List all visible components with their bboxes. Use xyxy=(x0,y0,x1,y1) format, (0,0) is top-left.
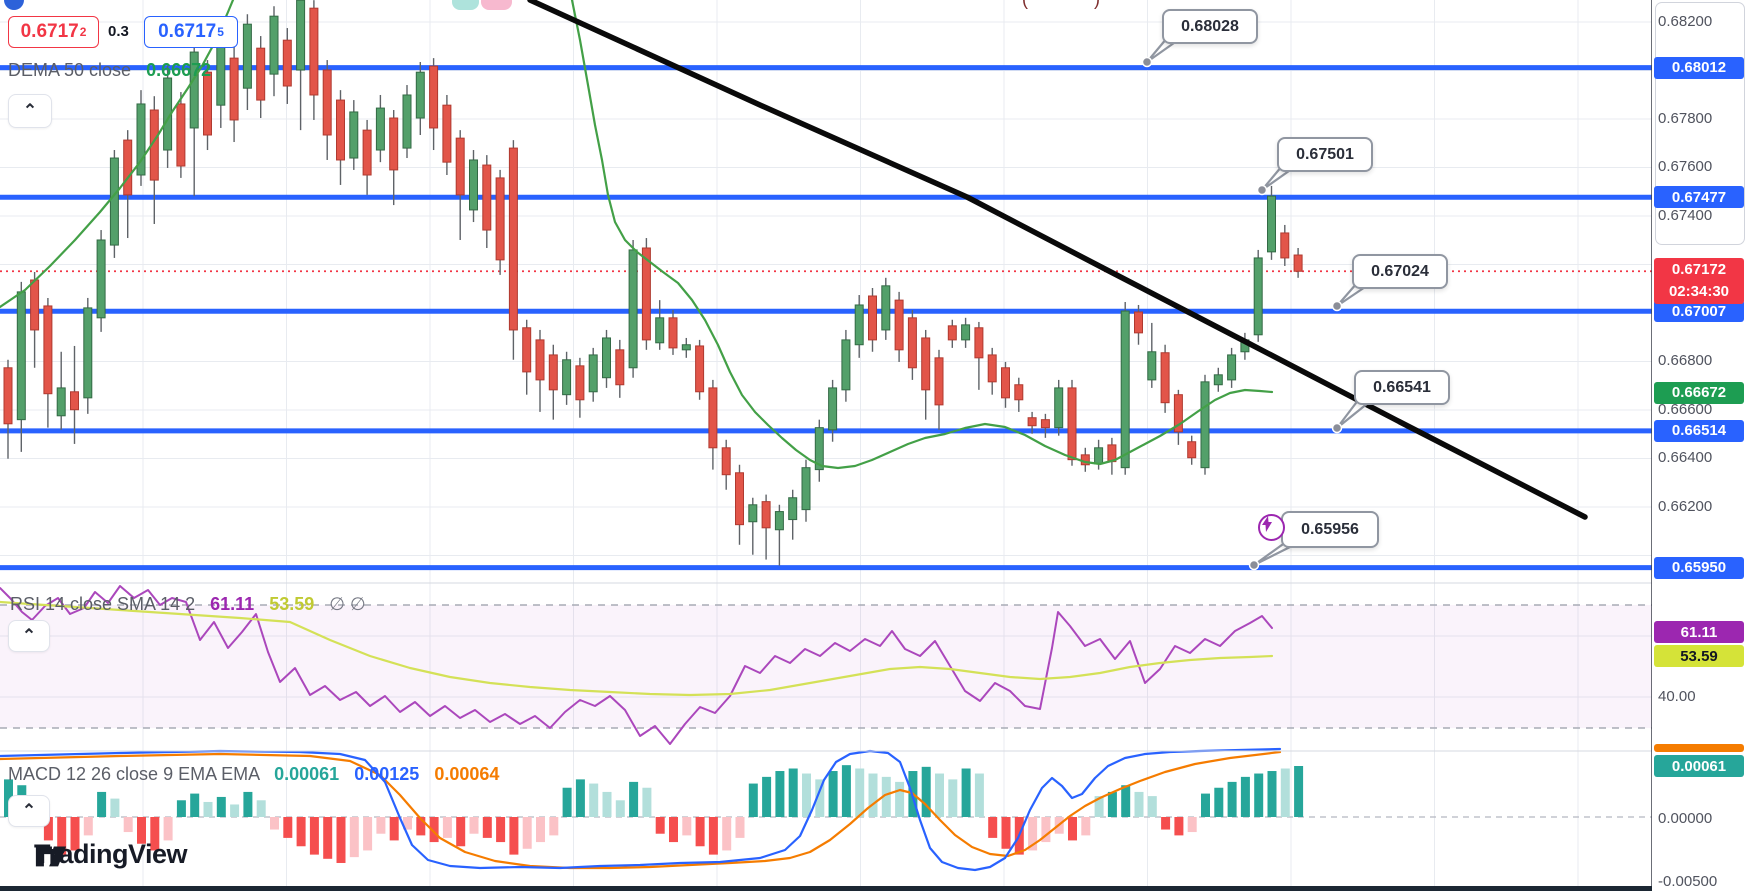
macd-axis-tick: 0.00000 xyxy=(1658,810,1713,827)
chevron-up-icon: ⌃ xyxy=(21,801,37,820)
rsi-legend-value: 61.11 xyxy=(210,594,255,614)
callout-anchor-dot xyxy=(1331,300,1343,312)
logo-blob-pink xyxy=(481,0,512,10)
callout-anchor-dot xyxy=(1141,56,1153,68)
rsi-sma-line xyxy=(0,600,1274,697)
buy-button[interactable]: 0.6717 5 xyxy=(144,16,238,48)
sell-price: 0.6717 xyxy=(20,21,79,42)
price-axis[interactable]: 0.68200 0.67800 0.67600 0.67400 0.66800 0.666… xyxy=(1652,0,1748,891)
macd-line-value: 0.00125 xyxy=(354,764,420,784)
macd-signal-value: 0.00064 xyxy=(434,764,500,784)
level-price-label[interactable]: 0.68012 xyxy=(1654,56,1744,79)
macd-axis-label: 0.00061 xyxy=(1654,755,1744,777)
price-axis-tick: 0.68200 xyxy=(1658,12,1713,30)
rsi-sma-legend-value: 53.59 xyxy=(269,594,315,614)
price-callout[interactable]: 0.67024 xyxy=(1352,254,1448,289)
tradingview-logo-icon xyxy=(35,846,67,867)
cut-title-fragment: ( xyxy=(1022,0,1028,10)
dema-legend-label: DEMA 50 close xyxy=(8,60,132,80)
rsi-axis-label: 61.11 xyxy=(1654,621,1744,643)
time-axis-edge xyxy=(0,886,1748,891)
rsi-legend[interactable]: RSI 14 close SMA 14 2 61.11 53.59 ∅ ∅ xyxy=(10,594,366,615)
candles xyxy=(3,0,1303,566)
axis-scale-box xyxy=(1655,2,1745,245)
macd-axis-tick: -0.00500 xyxy=(1658,873,1718,890)
dema-legend[interactable]: DEMA 50 close 0.66672 xyxy=(8,60,211,81)
macd-legend-label: MACD 12 26 close 9 EMA EMA xyxy=(8,764,260,784)
price-callout[interactable]: 0.68028 xyxy=(1162,9,1258,44)
lightning-icon[interactable] xyxy=(1257,513,1285,541)
rsi-empty-values: ∅ ∅ xyxy=(329,594,366,614)
collapse-macd-pane-button[interactable]: ⌃ xyxy=(8,795,50,827)
price-axis-tick: 0.66600 xyxy=(1658,400,1713,418)
callout-anchor-dot xyxy=(1256,184,1268,196)
callout-anchor-dot xyxy=(1248,559,1260,571)
price-callout[interactable]: 0.67501 xyxy=(1277,137,1373,172)
callout-anchor-dot xyxy=(1331,422,1343,434)
app-avatar-icon xyxy=(4,0,24,10)
lightning-bolt-glyph xyxy=(1261,515,1272,532)
macd-hist-value: 0.00061 xyxy=(274,764,340,784)
macd-signal-line xyxy=(0,750,1282,870)
price-axis-tick: 0.67400 xyxy=(1658,206,1713,224)
current-price-value: 0.67172 xyxy=(1671,261,1727,279)
spread-value: 0.3 xyxy=(108,23,129,40)
collapse-rsi-pane-button[interactable]: ⌃ xyxy=(8,620,50,652)
cut-title-fragment: ) xyxy=(1094,0,1100,10)
collapse-price-pane-button[interactable]: ⌃ xyxy=(8,94,52,128)
rsi-axis-tick: 40.00 xyxy=(1658,688,1696,705)
price-axis-tick: 0.67800 xyxy=(1658,109,1713,127)
dema-legend-value: 0.66672 xyxy=(146,60,212,80)
sell-price-pip: 2 xyxy=(79,25,87,39)
rsi-band xyxy=(0,605,1652,728)
buy-price: 0.6717 xyxy=(158,21,217,42)
level-price-label[interactable]: 0.66514 xyxy=(1654,419,1744,442)
sell-button[interactable]: 0.6717 2 xyxy=(8,16,99,48)
chevron-up-icon: ⌃ xyxy=(22,101,38,120)
chevron-up-icon: ⌃ xyxy=(21,626,37,645)
level-price-label[interactable]: 0.67477 xyxy=(1654,186,1744,209)
macd-legend[interactable]: MACD 12 26 close 9 EMA EMA 0.00061 0.001… xyxy=(8,764,499,785)
descending-trendline xyxy=(527,0,1588,520)
logo-blob-teal xyxy=(452,0,479,10)
rsi-line xyxy=(0,585,1273,745)
level-price-label[interactable]: 0.67007 xyxy=(1654,300,1744,323)
price-axis-tick: 0.66400 xyxy=(1658,449,1713,467)
candle-countdown: 02:34:30 xyxy=(1668,283,1730,301)
buy-price-pip: 5 xyxy=(217,25,224,39)
level-price-label[interactable]: 0.65950 xyxy=(1654,556,1744,579)
current-price-label: 0.67172 02:34:30 xyxy=(1654,258,1744,305)
price-axis-tick: 0.67600 xyxy=(1658,158,1713,176)
rsi-legend-label: RSI 14 close SMA 14 2 xyxy=(10,594,196,614)
price-callout[interactable]: 0.65956 xyxy=(1281,511,1379,548)
macd-signal-axis-strip xyxy=(1654,744,1744,752)
dema-line xyxy=(570,0,1274,470)
dema-price-label: 0.66672 xyxy=(1654,381,1744,404)
price-callout[interactable]: 0.66541 xyxy=(1354,370,1450,405)
rsi-axis-label: 53.59 xyxy=(1654,645,1744,667)
price-axis-tick: 0.66800 xyxy=(1658,352,1713,370)
tradingview-watermark[interactable]: TradingView xyxy=(34,839,188,870)
price-axis-tick: 0.66200 xyxy=(1658,497,1713,515)
